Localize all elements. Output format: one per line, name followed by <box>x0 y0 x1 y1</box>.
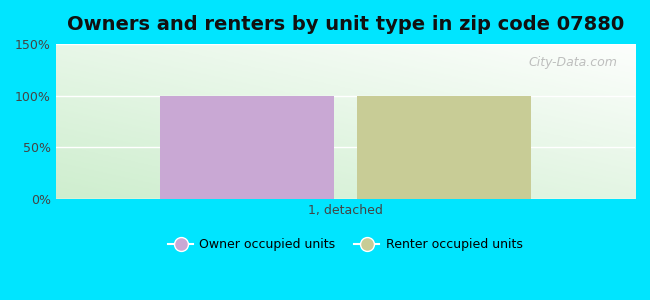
Title: Owners and renters by unit type in zip code 07880: Owners and renters by unit type in zip c… <box>67 15 624 34</box>
Bar <box>160 96 334 199</box>
Legend: Owner occupied units, Renter occupied units: Owner occupied units, Renter occupied un… <box>163 233 528 256</box>
Text: City-Data.com: City-Data.com <box>528 56 618 69</box>
Bar <box>357 96 531 199</box>
